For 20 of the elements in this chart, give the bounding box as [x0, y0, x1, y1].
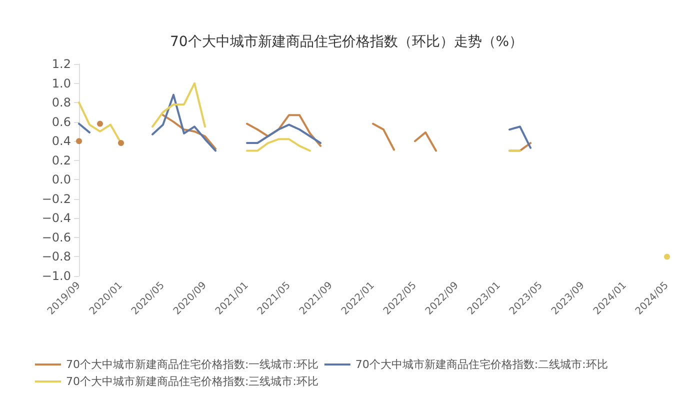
- y-tick-label: −0.4: [42, 211, 71, 226]
- y-tick-label: −0.6: [42, 230, 71, 244]
- y-tick-label: 0.6: [52, 114, 71, 129]
- y-tick-label: −0.8: [42, 250, 71, 264]
- y-tick-label: 0.0: [52, 172, 71, 187]
- y-tick-label: 0.2: [52, 153, 71, 168]
- y-tick-label: 1.0: [52, 76, 71, 90]
- y-tick-label: 1.2: [52, 57, 71, 71]
- point: [118, 140, 124, 146]
- point: [664, 254, 670, 260]
- y-tick-label: 0.8: [52, 96, 71, 110]
- legend-label: 70个大中城市新建商品住宅价格指数:三线城市:环比: [66, 375, 318, 388]
- chart-title: 70个大中城市新建商品住宅价格指数（环比）走势（%）: [170, 34, 524, 50]
- y-tick-label: 0.4: [52, 134, 71, 148]
- legend-label: 70个大中城市新建商品住宅价格指数:二线城市:环比: [355, 358, 608, 371]
- legend-label: 70个大中城市新建商品住宅价格指数:一线城市:环比: [66, 358, 318, 371]
- point: [97, 120, 103, 127]
- y-tick-label: −1.0: [42, 269, 71, 283]
- point: [76, 138, 82, 144]
- y-tick-label: −0.2: [42, 192, 71, 206]
